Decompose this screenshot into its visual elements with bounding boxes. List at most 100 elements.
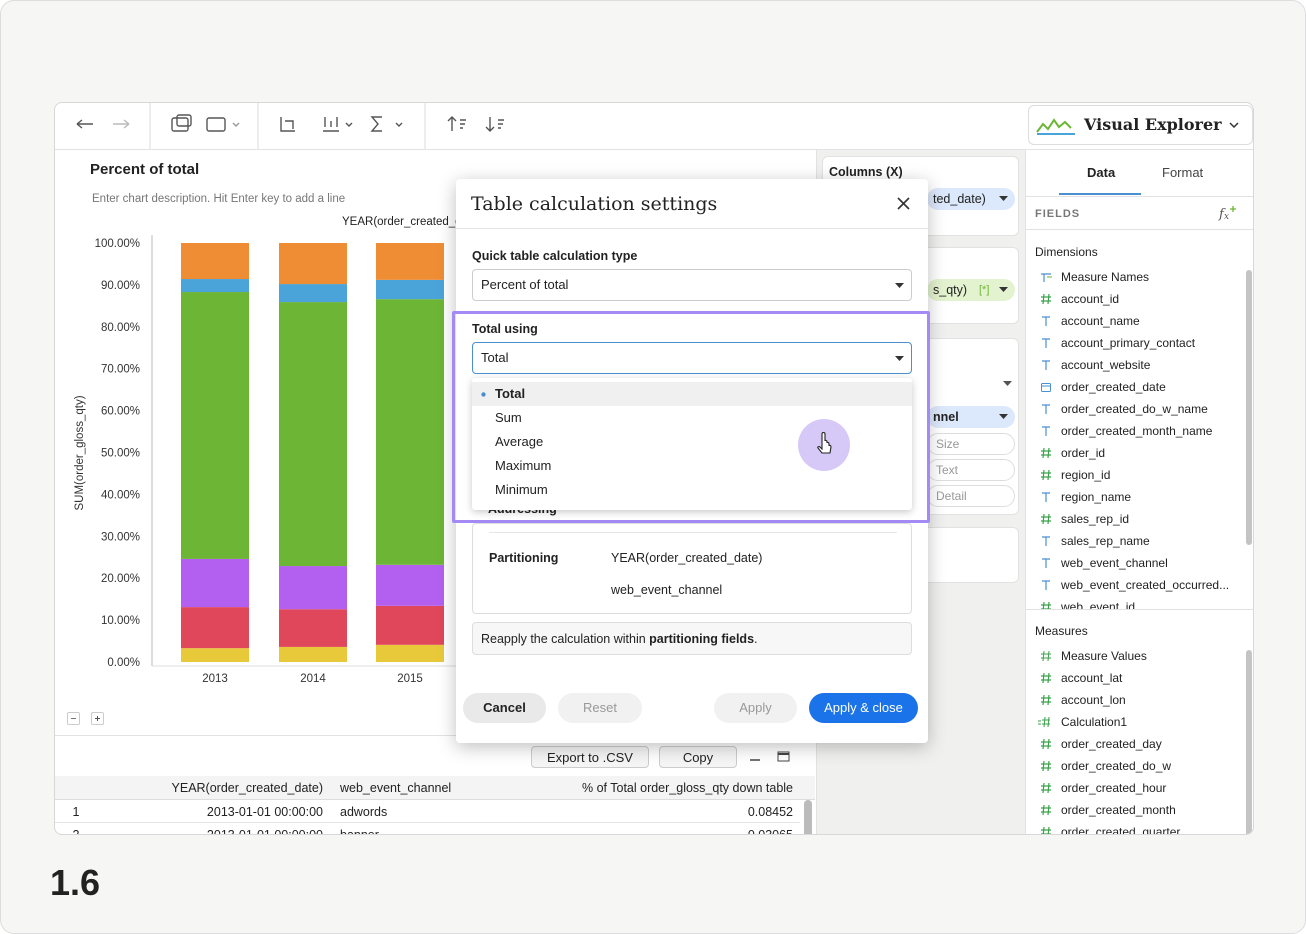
field-name: order_created_hour <box>1061 778 1166 798</box>
field-item[interactable]: web_event_created_occurred... <box>1040 575 1229 595</box>
column-name: % of Total order_gloss_qty down table <box>567 780 793 796</box>
zoom-out[interactable] <box>67 712 80 725</box>
field-item[interactable]: order_created_day <box>1040 734 1162 754</box>
field-item[interactable]: sales_rep_name <box>1040 531 1150 551</box>
field-name: order_created_month_name <box>1061 421 1212 441</box>
field-label: Quick table calculation type <box>472 248 637 264</box>
copy-button[interactable]: Copy <box>659 746 737 768</box>
field-item[interactable]: order_created_do_w <box>1040 756 1171 776</box>
field-item[interactable]: web_event_id <box>1040 597 1135 609</box>
bar-segment <box>181 648 249 662</box>
apply-button[interactable]: Apply <box>714 693 797 723</box>
data-panel: Data Format FIELDS fx Dimensions Measure… <box>1025 150 1254 835</box>
note-part: . <box>754 632 757 646</box>
table-cell: banner <box>340 827 560 835</box>
field-item[interactable]: web_event_channel <box>1040 553 1168 573</box>
field-name: web_event_id <box>1061 597 1135 609</box>
x-tick-label: 2014 <box>300 673 326 685</box>
y-tick-label: 30.00% <box>101 531 140 543</box>
field-item[interactable]: Calculation1 <box>1036 712 1127 732</box>
table-cell: 0.03065 <box>567 827 793 835</box>
scrollbar[interactable] <box>804 800 812 835</box>
field-pill[interactable]: nnel <box>927 406 1015 428</box>
dropdown-option[interactable]: Minimum <box>472 478 912 502</box>
field-name: account_lat <box>1061 668 1122 688</box>
y-tick-label: 40.00% <box>101 489 140 501</box>
field-item[interactable]: sales_rep_id <box>1040 509 1129 529</box>
tab[interactable]: Format <box>1162 165 1203 181</box>
table-cell: 0.08452 <box>567 804 793 820</box>
field-item[interactable]: account_id <box>1040 289 1119 309</box>
apply-close-button[interactable]: Apply & close <box>809 693 918 723</box>
formula-icon[interactable]: fx <box>1218 205 1236 225</box>
section-label: Dimensions <box>1035 244 1098 260</box>
field-item[interactable]: order_created_month_name <box>1040 421 1212 441</box>
note-part: Reapply the calculation within <box>481 632 649 646</box>
y-axis-label: SUM(order_gloss_qty) <box>74 395 86 510</box>
table-cell: 1 <box>55 804 97 820</box>
field-item[interactable]: order_created_month <box>1040 800 1176 820</box>
field-name: account_website <box>1061 355 1150 375</box>
bar-segment <box>279 302 347 566</box>
export-button[interactable]: Export to .CSV <box>531 746 649 768</box>
field-item[interactable]: order_created_do_w_name <box>1040 399 1208 419</box>
y-tick-label: 70.00% <box>101 364 140 376</box>
reset-button[interactable]: Reset <box>558 693 642 723</box>
field-name: order_id <box>1061 443 1105 463</box>
select[interactable]: Percent of total <box>472 269 912 301</box>
field-name: order_created_do_w_name <box>1061 399 1208 419</box>
button-label: Apply & close <box>824 700 903 715</box>
bar-segment <box>376 243 444 280</box>
column-name: web_event_channel <box>340 780 451 796</box>
field-name: sales_rep_name <box>1061 531 1150 551</box>
product-name: Visual Explorer <box>1084 117 1222 133</box>
tab[interactable]: Data <box>1087 165 1115 181</box>
pill-label: ted_date) <box>933 191 986 207</box>
y-tick-label: 100.00% <box>95 238 140 250</box>
cancel-button[interactable]: Cancel <box>463 693 546 723</box>
field-item[interactable]: order_created_quarter <box>1040 822 1180 835</box>
field-name: Calculation1 <box>1061 712 1127 732</box>
field-pill[interactable]: ted_date) <box>927 188 1015 210</box>
field-item[interactable]: Measure Names <box>1040 267 1149 287</box>
scrollbar[interactable] <box>1246 650 1252 835</box>
option-label: Average <box>495 434 543 449</box>
svg-text:x: x <box>1224 212 1229 221</box>
mark-slot[interactable]: Detail <box>927 485 1015 507</box>
field-item[interactable]: account_primary_contact <box>1040 333 1195 353</box>
field-item[interactable]: account_lat <box>1040 668 1122 688</box>
close-button[interactable] <box>897 197 910 210</box>
table-cell: 2 <box>55 827 97 835</box>
scrollbar[interactable] <box>1246 270 1252 545</box>
mark-label: Size <box>936 436 959 452</box>
field-item[interactable]: account_name <box>1040 311 1140 331</box>
field-item[interactable]: region_name <box>1040 487 1131 507</box>
dropdown-option[interactable]: Total <box>472 382 912 406</box>
x-tick-label: 2013 <box>202 673 228 685</box>
field-item[interactable]: account_website <box>1040 355 1150 375</box>
partition-label: Partitioning <box>489 550 558 566</box>
field-item[interactable]: order_created_date <box>1040 377 1166 397</box>
table-cell: 2013-01-01 00:00:00 <box>97 804 323 820</box>
field-pill[interactable]: s_qty) [*] <box>927 279 1015 301</box>
partition-field: web_event_channel <box>611 582 722 598</box>
field-name: order_created_day <box>1061 734 1162 754</box>
dimension-list: Measure Names account_id account_name ac… <box>1026 264 1244 609</box>
field-item[interactable]: region_id <box>1040 465 1110 485</box>
field-name: order_created_do_w <box>1061 756 1171 776</box>
mark-slot[interactable]: Size <box>927 433 1015 455</box>
field-item[interactable]: order_created_hour <box>1040 778 1166 798</box>
field-name: web_event_created_occurred... <box>1061 575 1229 595</box>
field-name: account_name <box>1061 311 1140 331</box>
mark-slot[interactable]: Text <box>927 459 1015 481</box>
product-switcher[interactable]: Visual Explorer <box>1028 105 1253 145</box>
bar-segment <box>181 607 249 648</box>
option-label: Maximum <box>495 458 551 473</box>
x-tick-label: 2015 <box>397 673 423 685</box>
y-tick-label: 50.00% <box>101 448 140 460</box>
pill-filter: [*] <box>979 282 989 298</box>
field-item[interactable]: order_id <box>1040 443 1105 463</box>
field-item[interactable]: Measure Values <box>1040 646 1147 666</box>
field-item[interactable]: account_lon <box>1040 690 1126 710</box>
zoom-in[interactable] <box>91 712 104 725</box>
